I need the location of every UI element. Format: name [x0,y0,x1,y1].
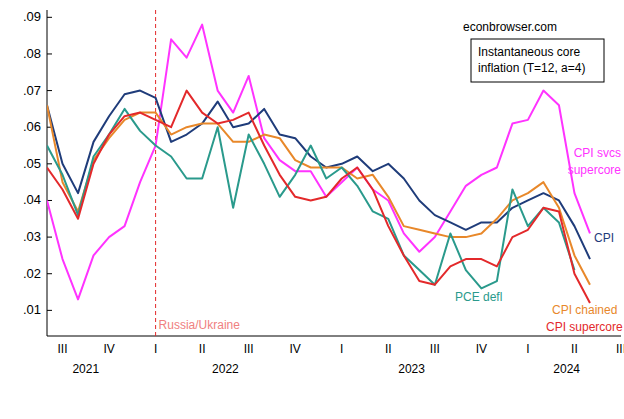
y-tick [47,53,52,54]
y-tick-label: .03 [23,229,41,244]
y-tick-label: .07 [23,83,41,98]
x-tick-label: IV [103,342,114,356]
y-tick-label: .02 [23,266,41,281]
x-group-label: 2022 [212,362,239,376]
x-group-label: 2024 [553,362,580,376]
x-tick-label: I [154,342,157,356]
x-group-label: 2023 [398,362,425,376]
event-line [155,10,156,336]
y-tick-label: .04 [23,192,41,207]
x-tick-label: III [244,342,254,356]
y-tick [47,90,52,91]
x-axis [47,336,621,337]
chart-container: .01.02.03.04.05.06.07.08.09IIIIVIIIIIIIV… [0,0,624,419]
x-tick-label: III [430,342,440,356]
y-tick [47,163,52,164]
x-tick-label: III [58,342,68,356]
x-tick-label: IV [476,342,487,356]
y-tick [47,273,52,274]
event-label: Russia/Ukraine [159,318,241,332]
y-tick-label: .06 [23,119,41,134]
chart-title: Instantaneous coreinflation (T=12, a=4) [478,45,585,75]
x-group-label: 2021 [72,362,99,376]
chart-svg: .01.02.03.04.05.06.07.08.09IIIIVIIIIIIIV… [0,0,624,419]
series-group [47,25,590,303]
x-tick-label: II [199,342,206,356]
series-label: CPI [594,231,614,245]
x-tick-label: I [340,342,343,356]
y-tick-label: .01 [23,302,41,317]
series-label: CPI supercore [546,320,623,334]
source-label: econbrowser.com [463,20,557,34]
x-tick-label: III [616,342,624,356]
series-label: PCE defl [455,290,502,304]
series-line [47,91,590,303]
x-tick-label: IV [290,342,301,356]
series-label: CPI svcssupercore [568,146,622,177]
y-tick [47,237,52,238]
series-line [47,25,590,300]
x-tick-label: II [385,342,392,356]
y-tick [47,17,52,18]
series-line [47,105,590,284]
y-tick [47,310,52,311]
title-box [471,39,604,82]
series-label: CPI chained [552,303,617,317]
y-tick-label: .08 [23,46,41,61]
x-tick-label: II [571,342,578,356]
x-tick-label: I [526,342,529,356]
y-tick-label: .09 [23,9,41,24]
y-axis [47,10,48,336]
series-line [47,109,574,288]
y-tick-label: .05 [23,156,41,171]
